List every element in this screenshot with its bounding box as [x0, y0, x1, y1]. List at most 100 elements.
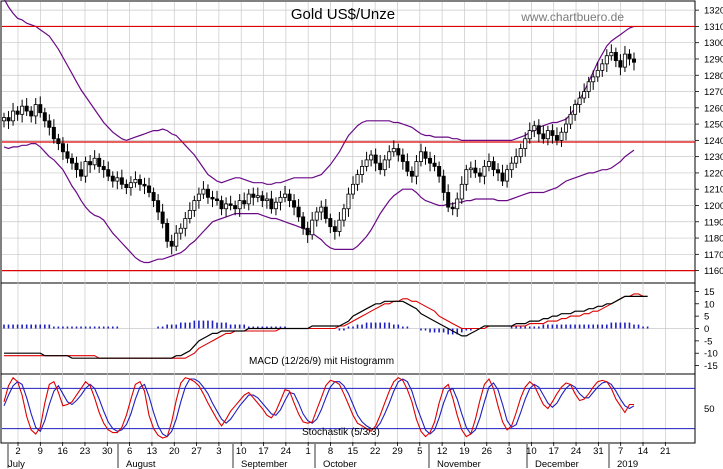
- candle-body: [65, 151, 70, 159]
- x-tick-label: 2: [15, 446, 20, 457]
- candle-body: [536, 125, 541, 135]
- candle-body: [369, 154, 374, 161]
- candle-body: [273, 201, 278, 210]
- candle-body: [56, 138, 61, 145]
- candle-body: [224, 203, 229, 210]
- month-label: December: [535, 459, 579, 469]
- candle-body: [632, 58, 637, 63]
- candle-body: [106, 169, 111, 177]
- month-label: October: [323, 459, 357, 469]
- y-tick-label: 1160: [704, 266, 723, 277]
- y-tick-label: 1240: [704, 136, 723, 147]
- candle-body: [432, 162, 437, 167]
- candle-body: [42, 112, 47, 122]
- candle-body: [595, 69, 600, 78]
- x-tick-label: 29: [392, 446, 403, 457]
- x-axis: 2 9 16 23 30 6 13 20 27 3 10 17 24 1 8 15 22 29 5 12 19 26 3 10…: [7, 442, 671, 469]
- candle-body: [613, 52, 618, 62]
- macd-y-tick-label: 10: [704, 299, 715, 310]
- stoch-d-line: [3, 378, 635, 438]
- candle-body: [319, 206, 324, 213]
- x-tick-label: 8: [328, 446, 333, 457]
- x-tick-label: 19: [459, 446, 470, 457]
- candle-body: [323, 206, 328, 219]
- y-tick-label: 1320: [704, 6, 723, 17]
- candle-body: [455, 198, 460, 210]
- candle-body: [2, 117, 7, 122]
- candle-body: [482, 166, 487, 177]
- candle-body: [387, 151, 392, 161]
- candle-body: [142, 183, 147, 187]
- candle-body: [165, 222, 170, 242]
- candle-body: [301, 216, 306, 229]
- candle-body: [24, 105, 29, 112]
- y-tick-label: 1300: [704, 38, 723, 49]
- candle-body: [187, 209, 192, 219]
- x-tick-label: 27: [191, 446, 202, 457]
- candle-body: [428, 157, 433, 164]
- candle-body: [441, 175, 446, 193]
- candle-body: [51, 126, 56, 140]
- candle-body: [169, 240, 174, 247]
- candle-body: [178, 227, 183, 234]
- candle-body: [346, 193, 351, 210]
- candle-body: [20, 105, 25, 115]
- candle-body: [192, 200, 197, 211]
- candle-body: [437, 166, 442, 177]
- candle-body: [491, 161, 496, 171]
- watermark: www.chartbuero.de: [520, 10, 624, 24]
- candle-body: [423, 151, 428, 159]
- candle-body: [355, 174, 360, 185]
- candle-body: [305, 227, 310, 236]
- candle-body: [500, 172, 505, 182]
- candle-body: [600, 63, 605, 71]
- candlesticks: [2, 44, 637, 255]
- macd-y-tick-label: 5: [704, 312, 709, 323]
- x-tick-label: 20: [169, 446, 180, 457]
- candle-body: [564, 123, 569, 133]
- candle-body: [405, 161, 410, 172]
- candle-body: [11, 110, 16, 122]
- candle-body: [115, 177, 120, 182]
- month-label: September: [241, 459, 287, 469]
- candle-body: [473, 167, 478, 174]
- candle-body: [486, 161, 491, 167]
- candle-body: [446, 192, 451, 208]
- x-tick-label: 30: [102, 446, 113, 457]
- candle-body: [477, 172, 482, 177]
- candle-body: [550, 130, 555, 136]
- candle-body: [509, 162, 514, 171]
- x-tick-label: 31: [593, 446, 604, 457]
- x-tick-label: 5: [417, 446, 422, 457]
- y-tick-label: 1290: [704, 54, 723, 65]
- x-tick-label: 10: [236, 446, 247, 457]
- candle-body: [373, 154, 378, 164]
- candle-body: [532, 125, 537, 132]
- macd-line: [4, 295, 648, 359]
- candle-body: [618, 60, 623, 68]
- candle-body: [242, 200, 247, 205]
- candle-body: [88, 161, 93, 166]
- x-tick-label: 15: [348, 446, 359, 457]
- x-tick-label: 24: [571, 446, 582, 457]
- candle-body: [332, 226, 337, 232]
- candle-body: [310, 219, 315, 236]
- candle-body: [296, 206, 301, 218]
- stoch-panel-frame: [0, 373, 696, 444]
- candle-body: [459, 183, 464, 200]
- x-tick-label: 26: [481, 446, 492, 457]
- macd-label: MACD (12/26/9) mit Histogramm: [249, 356, 394, 367]
- candle-body: [128, 182, 133, 188]
- month-label: 2019: [617, 459, 638, 469]
- x-tick-label: 12: [437, 446, 448, 457]
- y-tick-label: 1170: [704, 250, 723, 261]
- candle-body: [450, 206, 455, 210]
- candle-body: [527, 130, 532, 140]
- candle-body: [464, 169, 469, 185]
- candle-body: [255, 195, 260, 198]
- candle-body: [573, 104, 578, 115]
- x-tick-label: 13: [147, 446, 158, 457]
- candle-body: [627, 53, 632, 60]
- y-tick-label: 1250: [704, 120, 723, 131]
- macd-y-tick-label: -15: [704, 361, 718, 372]
